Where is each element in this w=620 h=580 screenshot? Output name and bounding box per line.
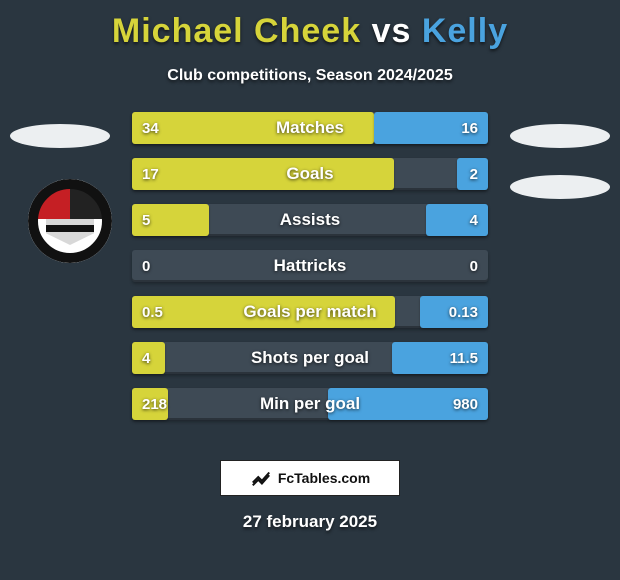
stat-row: 411.5Shots per goal (132, 342, 488, 374)
bar-track (132, 250, 488, 282)
stat-row: 00Hattricks (132, 250, 488, 282)
club-badge-bromley (28, 179, 112, 263)
stat-row: 54Assists (132, 204, 488, 236)
stat-row: 172Goals (132, 158, 488, 190)
logo-placeholder-right-1 (510, 124, 610, 148)
logo-placeholder-left-1 (10, 124, 110, 148)
bar-fill-player1 (132, 158, 394, 190)
subtitle: Club competitions, Season 2024/2025 (0, 67, 620, 85)
date-text: 27 february 2025 (0, 512, 620, 532)
bar-fill-player2 (328, 388, 488, 420)
player2-name: Kelly (422, 12, 508, 50)
bar-fill-player1 (132, 204, 209, 236)
bar-fill-player2 (374, 112, 488, 144)
stat-row: 0.50.13Goals per match (132, 296, 488, 328)
site-badge: FcTables.com (220, 460, 400, 496)
bar-fill-player2 (420, 296, 488, 328)
stat-row: 3416Matches (132, 112, 488, 144)
bar-fill-player2 (426, 204, 488, 236)
site-name: FcTables.com (278, 470, 370, 486)
player1-name: Michael Cheek (112, 12, 361, 50)
bar-fill-player1 (132, 342, 165, 374)
bar-fill-player2 (392, 342, 488, 374)
stat-row: 218980Min per goal (132, 388, 488, 420)
bar-fill-player1 (132, 388, 168, 420)
bar-fill-player2 (457, 158, 488, 190)
comparison-bars: 3416Matches 172Goals 54Assists 00Hattricks 0… (132, 112, 488, 434)
vs-text: vs (372, 12, 412, 50)
bar-fill-player1 (132, 112, 374, 144)
chart-icon (250, 467, 272, 489)
page-title: Michael Cheek vs Kelly (0, 0, 620, 51)
chart-area: 3416Matches 172Goals 54Assists 00Hattricks 0… (0, 112, 620, 442)
logo-placeholder-right-2 (510, 175, 610, 199)
bar-fill-player1 (132, 296, 395, 328)
